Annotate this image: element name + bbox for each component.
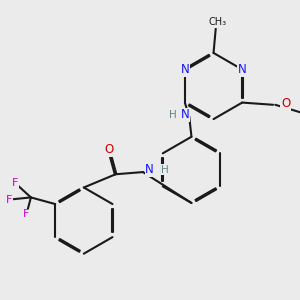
Text: N: N — [181, 63, 189, 76]
Text: O: O — [104, 143, 114, 157]
Text: O: O — [281, 98, 290, 110]
Text: F: F — [23, 209, 30, 219]
Text: F: F — [12, 178, 19, 188]
Text: F: F — [6, 195, 12, 205]
Text: H: H — [169, 110, 177, 120]
Text: N: N — [238, 63, 247, 76]
Text: N: N — [181, 108, 189, 121]
Text: N: N — [145, 164, 154, 176]
Text: CH₃: CH₃ — [209, 17, 227, 27]
Text: H: H — [161, 165, 169, 175]
